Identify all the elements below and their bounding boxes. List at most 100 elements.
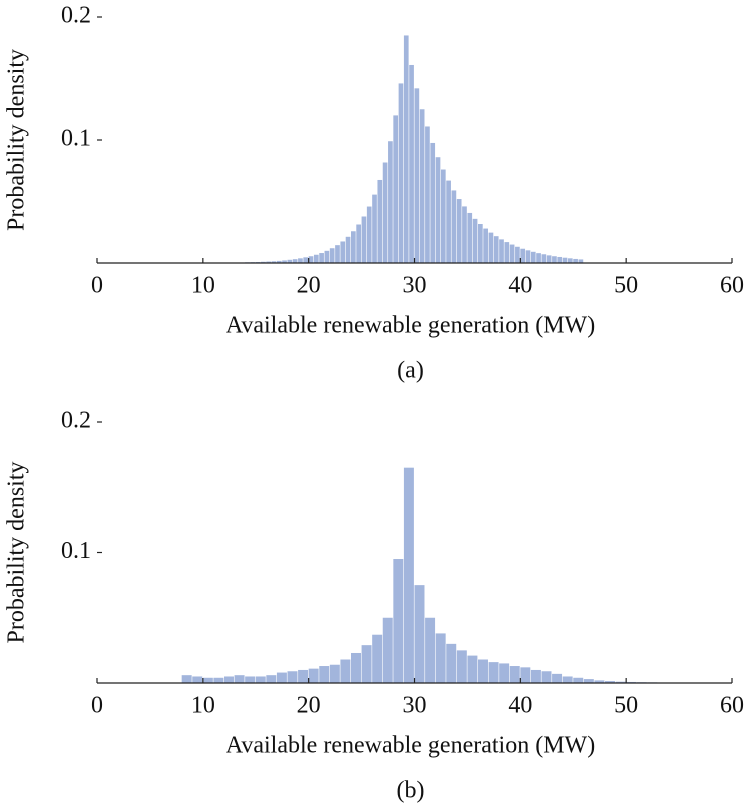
bar: [213, 677, 224, 683]
bar: [351, 652, 361, 683]
bar: [266, 675, 277, 683]
y-tick-label: 0.1: [61, 126, 91, 152]
x-tick-label: 0: [91, 693, 103, 719]
bar: [393, 559, 404, 683]
bar: [335, 245, 340, 263]
panel: 0 10 20 30 40 50 60 0.1 0.2 Available renewable g…: [4, 408, 745, 804]
bar: [504, 242, 510, 263]
bar: [224, 676, 234, 683]
bar: [366, 206, 372, 263]
bar: [456, 650, 467, 683]
bar: [245, 676, 256, 683]
bar: [372, 634, 383, 683]
bar: [414, 585, 425, 683]
bar: [446, 643, 457, 683]
bar: [478, 659, 488, 683]
x-tick-label: 50: [614, 693, 638, 719]
bar: [282, 260, 287, 263]
bar: [430, 142, 436, 263]
bar: [509, 666, 520, 683]
bar: [403, 467, 414, 683]
caption: (b): [397, 778, 425, 804]
panel: 0 10 20 30 40 50 60 0.1 0.2 Available renewable g…: [4, 3, 745, 384]
bar: [488, 232, 494, 263]
x-tick-label: 20: [297, 693, 321, 719]
bar: [419, 109, 425, 263]
bar: [340, 241, 346, 263]
bar: [552, 673, 563, 683]
x-tick-label: 40: [508, 693, 532, 719]
bar: [536, 253, 541, 263]
bar: [573, 258, 578, 263]
bar: [573, 677, 584, 683]
bar: [382, 617, 393, 683]
bar: [488, 662, 499, 683]
bar: [298, 669, 309, 683]
x-tick-label: 40: [508, 273, 532, 299]
bar: [509, 244, 515, 263]
bar: [308, 668, 319, 683]
bar: [594, 680, 605, 683]
bar: [234, 675, 245, 683]
bar: [393, 115, 399, 264]
bar: [462, 206, 467, 263]
bar: [446, 180, 451, 263]
bar: [583, 679, 594, 683]
bar: [356, 224, 361, 263]
bar: [324, 250, 330, 263]
y-tick-label: 0.1: [61, 538, 91, 564]
bar: [435, 157, 441, 263]
bar: [435, 633, 446, 683]
bar: [388, 141, 393, 263]
y-axis-label: Probability density: [4, 462, 30, 644]
bar: [255, 676, 266, 683]
bar: [578, 259, 584, 263]
bar: [303, 257, 309, 263]
bar: [467, 655, 478, 683]
bar: [562, 257, 568, 263]
bar: [520, 667, 531, 683]
caption: (a): [397, 358, 424, 384]
x-tick-label: 30: [403, 693, 427, 719]
bar: [451, 190, 457, 263]
x-axis-label: Available renewable generation (MW): [226, 733, 595, 759]
bar: [287, 259, 293, 263]
x-tick-label: 60: [720, 693, 744, 719]
bar: [261, 261, 266, 263]
bar: [202, 677, 213, 683]
bar: [329, 664, 340, 683]
bar: [546, 255, 552, 263]
bar: [192, 676, 203, 683]
bar: [493, 236, 499, 263]
bar: [567, 258, 573, 263]
bar: [414, 88, 420, 263]
bar: [287, 671, 298, 683]
x-tick-label: 10: [191, 693, 215, 719]
bar: [530, 669, 541, 683]
x-tick-label: 0: [91, 273, 103, 299]
x-tick-label: 60: [720, 273, 744, 299]
bar: [499, 663, 510, 683]
bar: [298, 258, 303, 263]
bar: [361, 216, 367, 263]
bar: [515, 246, 520, 263]
bar: [181, 675, 192, 683]
bar: [520, 248, 526, 263]
bar: [276, 672, 287, 683]
bar: [615, 681, 626, 683]
bar: [425, 617, 436, 683]
bar: [351, 231, 356, 263]
bar: [319, 666, 330, 683]
bar: [403, 35, 409, 264]
bar: [541, 671, 552, 683]
bar: [467, 212, 473, 263]
bar: [266, 261, 272, 263]
bar: [525, 250, 531, 263]
bar: [271, 261, 277, 263]
bar: [552, 256, 557, 263]
bar: [329, 248, 335, 263]
bar: [557, 256, 563, 263]
bar: [478, 224, 483, 263]
